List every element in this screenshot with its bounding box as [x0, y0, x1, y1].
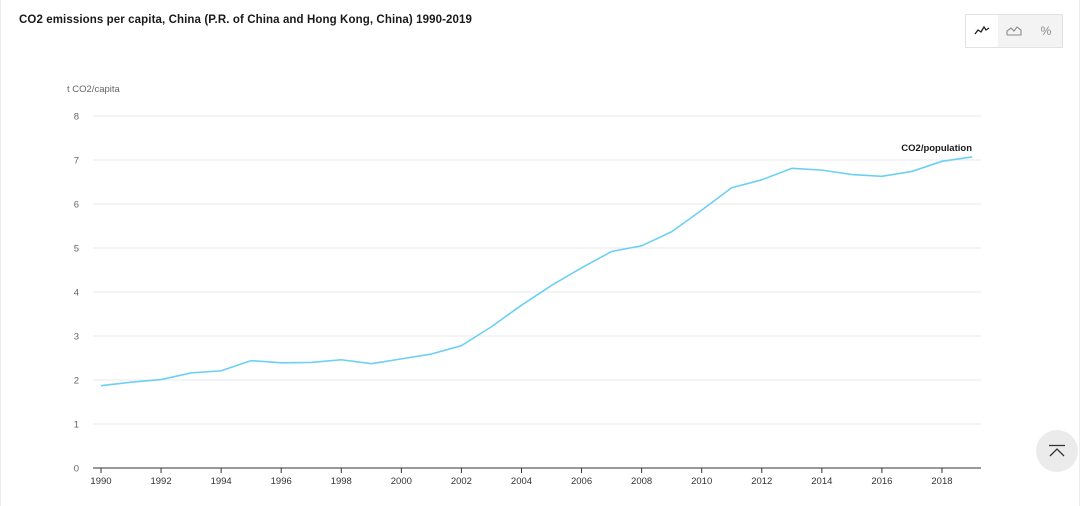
chart-type-toolbar: % — [965, 14, 1063, 48]
y-tick-label: 1 — [74, 420, 79, 431]
x-tick-label: 2018 — [931, 476, 952, 487]
area-chart-button[interactable] — [998, 15, 1030, 47]
x-tick-label: 2008 — [631, 476, 652, 487]
x-tick-label: 2002 — [451, 476, 472, 487]
y-tick-label: 7 — [74, 156, 79, 167]
x-tick-label: 1994 — [211, 476, 232, 487]
x-tick-label: 1990 — [90, 476, 111, 487]
y-tick-labels: 0 1 2 3 4 5 6 7 8 — [74, 112, 79, 475]
x-tick-label: 2012 — [751, 476, 772, 487]
series-label: CO2/population — [901, 143, 972, 154]
x-tick-label: 2000 — [391, 476, 412, 487]
series-line — [100, 156, 973, 387]
y-tick-label: 5 — [74, 244, 79, 255]
x-tick-label: 1996 — [271, 476, 292, 487]
series-layer: CO2/population — [100, 143, 973, 387]
percent-label: % — [1040, 24, 1052, 38]
y-tick-label: 8 — [74, 112, 79, 123]
chart-title: CO2 emissions per capita, China (P.R. of… — [19, 14, 472, 26]
y-tick-label: 6 — [74, 200, 79, 211]
x-tick-label: 2014 — [811, 476, 832, 487]
x-tick-labels: 1990 1992 1994 1996 1998 2000 2002 2004 2006 2008… — [90, 468, 953, 487]
grid-lines — [93, 115, 981, 469]
chevron-up-to-top-icon — [1049, 444, 1065, 457]
y-tick-label: 3 — [74, 332, 79, 343]
x-tick-label: 1992 — [150, 476, 171, 487]
percent-chart-button[interactable]: % — [1030, 15, 1062, 47]
scroll-to-top-button[interactable] — [1036, 430, 1078, 472]
x-tick-label: 2016 — [871, 476, 892, 487]
y-tick-label: 4 — [74, 288, 79, 299]
y-tick-label: 2 — [74, 376, 79, 387]
line-chart-icon — [974, 25, 990, 35]
x-tick-label: 2006 — [571, 476, 592, 487]
x-tick-label: 2004 — [511, 476, 532, 487]
x-tick-label: 2010 — [691, 476, 712, 487]
area-chart-icon — [1006, 26, 1022, 36]
y-axis-label: t CO2/capita — [67, 84, 121, 95]
line-chart-button[interactable] — [966, 15, 998, 47]
y-tick-label: 0 — [74, 464, 79, 475]
x-tick-label: 1998 — [331, 476, 352, 487]
